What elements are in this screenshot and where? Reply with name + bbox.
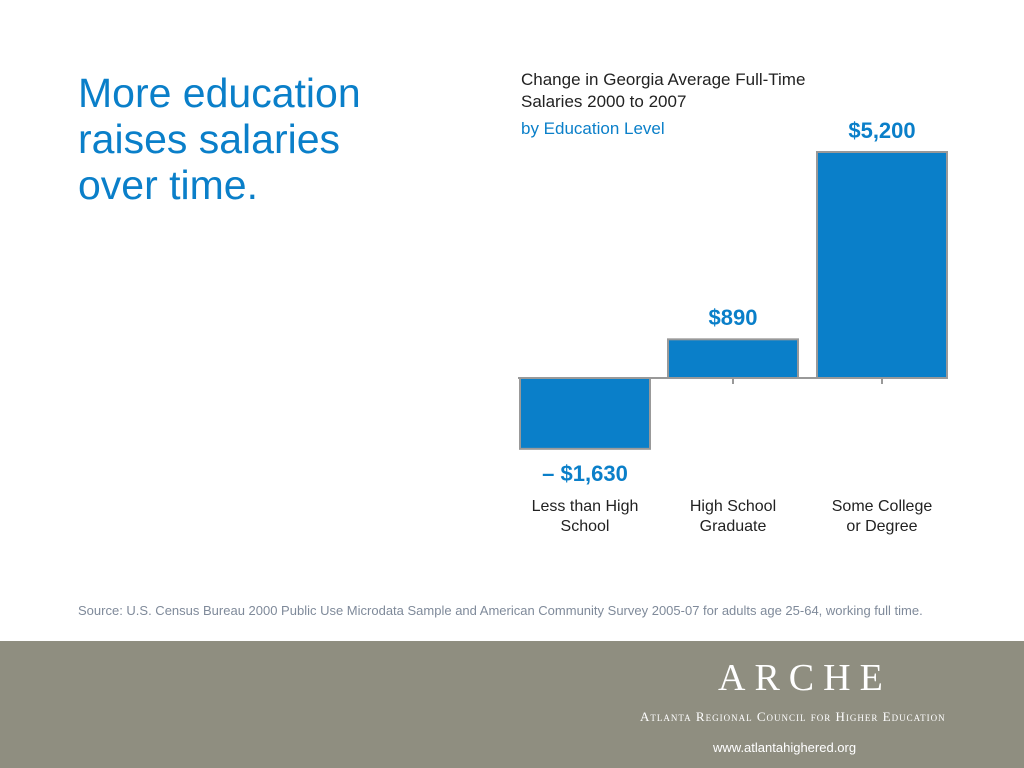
category-label: High School Graduate xyxy=(689,498,777,535)
value-label: $890 xyxy=(708,305,758,331)
bar xyxy=(667,338,799,380)
value-label: – $1,630 xyxy=(542,460,628,486)
source-note: Source: U.S. Census Bureau 2000 Public U… xyxy=(78,603,923,618)
bar xyxy=(816,151,948,379)
chart xyxy=(518,151,948,450)
chart-title: Change in Georgia Average Full-Time Sala… xyxy=(521,70,806,111)
url: www.atlantahighered.org xyxy=(713,740,857,755)
category-label: Less than High School xyxy=(531,498,639,535)
footer xyxy=(0,641,1024,768)
bar xyxy=(519,377,651,450)
category-label: Some College or Degree xyxy=(831,498,933,535)
logo: ARCHE xyxy=(718,657,892,699)
organization: Atlanta Regional Council for Higher Educ… xyxy=(640,709,946,724)
slide-title: More education raises salaries over time… xyxy=(78,70,361,208)
value-label: $5,200 xyxy=(848,118,916,143)
chart-subtitle: by Education Level xyxy=(521,119,665,138)
